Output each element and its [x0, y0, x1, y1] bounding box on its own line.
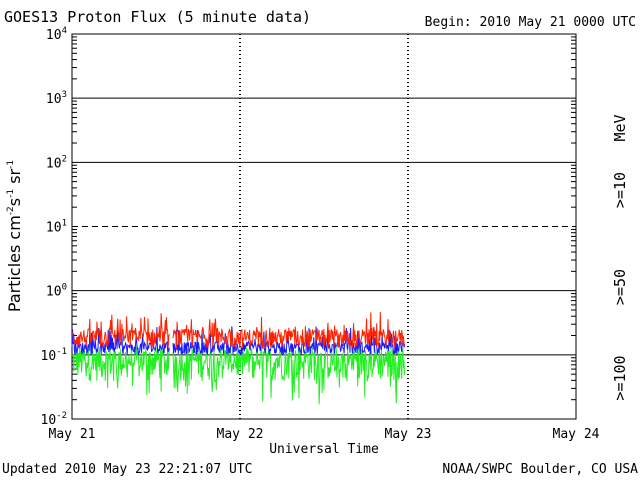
legend-series-gt50: >=50 — [611, 269, 629, 305]
y-axis-label: Particles cm-2s-1 sr-1 — [5, 160, 24, 312]
y-tick-label: 10-1 — [41, 347, 68, 364]
x-tick-label: May 24 — [553, 427, 600, 442]
series-10-trace — [71, 313, 170, 348]
x-tick-label: May 23 — [385, 427, 432, 442]
x-tick-label: May 21 — [49, 427, 96, 442]
chart-title: GOES13 Proton Flux (5 minute data) — [4, 8, 311, 26]
begin-label: Begin: 2010 May 21 0000 UTC — [425, 15, 636, 30]
legend-series-gt10: >=10 — [611, 172, 629, 208]
y-tick-label: 101 — [46, 219, 67, 236]
updated-timestamp: Updated 2010 May 23 22:21:07 UTC — [2, 462, 252, 477]
y-tick-labels: 104 103 102 101 100 10-1 10-2 — [41, 26, 68, 428]
x-tick-label: May 22 — [217, 427, 264, 442]
credit-label: NOAA/SWPC Boulder, CO USA — [442, 462, 638, 477]
y-tick-label: 104 — [46, 26, 67, 43]
series-100-trace — [71, 345, 170, 396]
y-tick-label: 102 — [46, 154, 67, 171]
unit-label: MeV — [611, 114, 629, 141]
legend-series-gt100: >=100 — [611, 355, 629, 400]
y-tick-label: 10-2 — [41, 411, 68, 428]
series-100-trace — [172, 346, 406, 405]
series-50-trace — [172, 326, 406, 356]
series-10-trace — [172, 311, 406, 350]
y-tick-label: 103 — [46, 90, 67, 107]
series-layer — [71, 311, 406, 405]
x-tick-labels: May 21 May 22 May 23 May 24 — [49, 427, 600, 442]
grid-lines — [72, 97, 576, 356]
x-axis-label: Universal Time — [269, 442, 379, 457]
y-tick-label: 100 — [46, 283, 67, 300]
